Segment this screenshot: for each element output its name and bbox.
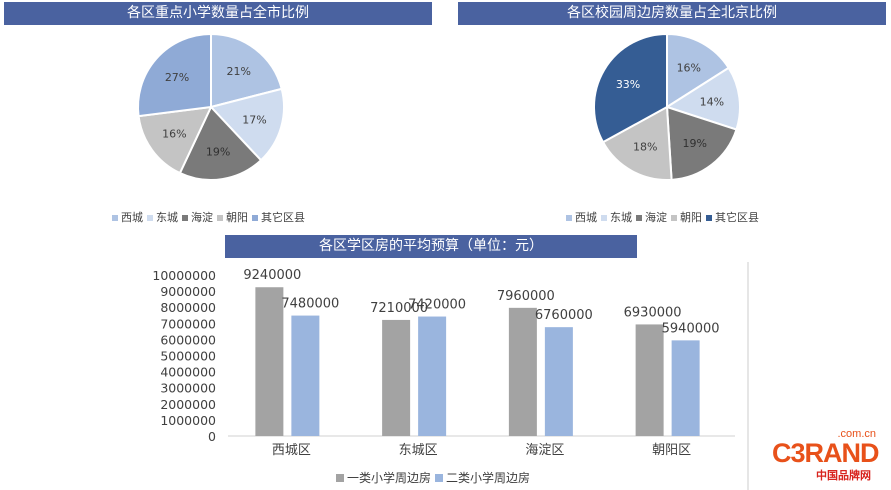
- bar-value-label-1-0: 7480000: [281, 297, 339, 312]
- legend-label: 一类小学周边房: [347, 471, 432, 485]
- legend-swatch: [601, 214, 607, 221]
- bar-chart-title: 各区学区房的平均预算（单位：元）: [225, 235, 637, 258]
- legend-swatch: [636, 214, 642, 221]
- y-tick-label: 8000000: [160, 300, 216, 315]
- bar-legend: 一类小学周边房 二类小学周边房: [332, 469, 530, 486]
- pie2-slice-3: [601, 105, 673, 181]
- legend-label: 西城: [121, 211, 143, 224]
- bar-1-2: [544, 327, 573, 436]
- x-tick-label: 海淀区: [525, 443, 564, 458]
- legend-label: 海淀: [191, 211, 213, 224]
- legend-swatch: [706, 214, 712, 221]
- bar-value-label-0-3: 6930000: [624, 305, 682, 320]
- legend-label: 东城: [610, 211, 632, 224]
- bar-0-3: [635, 324, 664, 436]
- y-tick-label: 6000000: [160, 332, 216, 347]
- legend-swatch: [336, 474, 344, 482]
- legend-label: 东城: [156, 211, 178, 224]
- legend-label: 海淀: [645, 211, 667, 224]
- y-tick-label: 0: [208, 429, 216, 444]
- pie1-slice-2: [178, 105, 263, 181]
- y-tick-label: 7000000: [160, 316, 216, 331]
- pie1-title: 各区重点小学数量占全市比例: [4, 2, 432, 25]
- legend-label: 朝阳: [680, 211, 702, 224]
- bar-1-3: [671, 340, 700, 436]
- y-tick-label: 2000000: [160, 397, 216, 412]
- y-tick-label: 3000000: [160, 381, 216, 396]
- bar-1-1: [418, 316, 447, 436]
- pie2-title: 各区校园周边房数量占全北京比例: [458, 2, 886, 25]
- bar-0-0: [255, 287, 284, 436]
- legend-swatch: [182, 214, 188, 221]
- bar-value-label-0-1: 7210000: [370, 301, 428, 316]
- bar-0-2: [508, 307, 537, 436]
- pie2-slice-2: [665, 105, 738, 181]
- y-tick-label: 4000000: [160, 365, 216, 380]
- pie2-label-2: 19%: [683, 137, 707, 150]
- bar-1-0: [291, 315, 320, 436]
- pie1-label-3: 16%: [162, 128, 186, 141]
- pie2-label-3: 18%: [633, 141, 657, 154]
- legend-swatch: [112, 214, 118, 221]
- legend-label: 二类小学周边房: [446, 471, 531, 485]
- pie1-legend: 西城 东城 海淀 朝阳 其它区县: [108, 209, 305, 225]
- pie2-legend: 西城 东城 海淀 朝阳 其它区县: [562, 209, 759, 225]
- x-tick-label: 西城区: [272, 443, 311, 458]
- legend-swatch: [147, 214, 153, 221]
- legend-swatch: [252, 214, 258, 221]
- legend-swatch: [566, 214, 572, 221]
- legend-label: 西城: [575, 211, 597, 224]
- pie1-slice-1: [209, 87, 285, 162]
- pie1-label-1: 17%: [242, 114, 266, 127]
- pie2-label-0: 16%: [677, 61, 701, 74]
- pie2-slice-4: [593, 32, 668, 144]
- bar-value-label-0-0: 9240000: [243, 268, 301, 283]
- bar-value-label-0-2: 7960000: [497, 289, 555, 304]
- logo-subtitle: 中国品牌网: [816, 470, 871, 482]
- x-tick-label: 朝阳区: [652, 443, 691, 458]
- pie2-label-1: 14%: [700, 95, 724, 108]
- pie1-slice-0: [210, 32, 283, 109]
- pie1-label-4: 27%: [165, 71, 189, 84]
- y-tick-label: 5000000: [160, 349, 216, 364]
- legend-label: 朝阳: [226, 211, 248, 224]
- legend-swatch: [435, 474, 444, 482]
- legend-swatch: [671, 214, 677, 221]
- pie2-label-4: 33%: [616, 78, 640, 91]
- bar-value-label-1-2: 6760000: [535, 308, 593, 323]
- x-tick-label: 东城区: [399, 443, 438, 458]
- brand-logo: .com.cn C3RAND 中国品牌网: [772, 428, 884, 482]
- pie2-slice-0: [666, 32, 731, 109]
- pie1-label-0: 21%: [227, 65, 251, 78]
- logo-wordmark: C3RAND: [772, 438, 880, 468]
- bar-value-label-1-3: 5940000: [662, 321, 720, 336]
- pie1-label-2: 19%: [206, 146, 230, 159]
- y-tick-label: 10000000: [152, 268, 216, 283]
- legend-label: 其它区县: [715, 211, 759, 224]
- pie2-slice-1: [664, 66, 741, 131]
- legend-swatch: [217, 214, 223, 221]
- y-tick-label: 1000000: [160, 413, 216, 428]
- legend-label: 其它区县: [261, 211, 305, 224]
- bar-0-1: [382, 319, 411, 436]
- bar-value-label-1-1: 7420000: [408, 298, 466, 313]
- y-tick-label: 9000000: [160, 284, 216, 299]
- pie1-slice-4: [137, 32, 212, 118]
- logo-domain: .com.cn: [837, 428, 876, 440]
- pie1-slice-3: [137, 105, 213, 175]
